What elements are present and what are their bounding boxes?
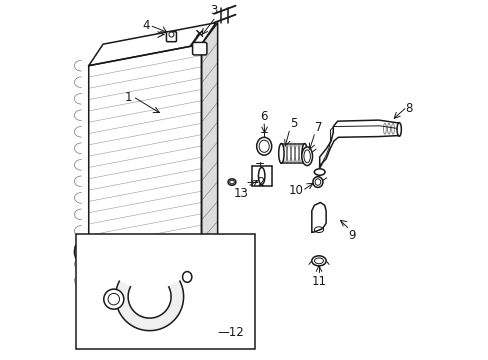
- Ellipse shape: [311, 256, 325, 266]
- Polygon shape: [311, 202, 325, 232]
- Polygon shape: [88, 44, 201, 280]
- Polygon shape: [115, 281, 183, 330]
- Text: —12: —12: [217, 326, 244, 339]
- Text: 4: 4: [142, 19, 150, 32]
- Ellipse shape: [396, 123, 401, 136]
- Ellipse shape: [227, 179, 235, 185]
- Ellipse shape: [278, 144, 284, 163]
- Circle shape: [103, 289, 123, 309]
- Ellipse shape: [314, 179, 320, 185]
- Text: 5: 5: [290, 117, 297, 130]
- Text: 7: 7: [315, 121, 322, 134]
- Ellipse shape: [312, 177, 322, 188]
- Circle shape: [108, 293, 119, 305]
- Circle shape: [168, 32, 174, 37]
- Ellipse shape: [74, 243, 85, 261]
- Ellipse shape: [314, 169, 325, 175]
- Text: 11: 11: [311, 275, 326, 288]
- Ellipse shape: [256, 137, 271, 155]
- Text: 6: 6: [259, 110, 266, 123]
- Ellipse shape: [301, 147, 312, 166]
- Text: 9: 9: [347, 229, 355, 242]
- Ellipse shape: [302, 144, 307, 163]
- FancyBboxPatch shape: [192, 42, 206, 55]
- Text: 13: 13: [233, 187, 248, 200]
- Ellipse shape: [314, 258, 323, 264]
- FancyBboxPatch shape: [166, 32, 176, 42]
- Ellipse shape: [259, 140, 269, 152]
- Text: 1: 1: [124, 91, 131, 104]
- Polygon shape: [201, 23, 217, 259]
- Ellipse shape: [229, 180, 234, 184]
- Bar: [76, 234, 255, 348]
- Polygon shape: [319, 120, 400, 171]
- Text: 8: 8: [405, 102, 412, 115]
- Text: 3: 3: [210, 4, 217, 17]
- Polygon shape: [74, 66, 88, 280]
- Polygon shape: [88, 23, 215, 66]
- Text: —2: —2: [246, 176, 265, 189]
- Ellipse shape: [304, 150, 310, 163]
- Text: 10: 10: [288, 184, 303, 197]
